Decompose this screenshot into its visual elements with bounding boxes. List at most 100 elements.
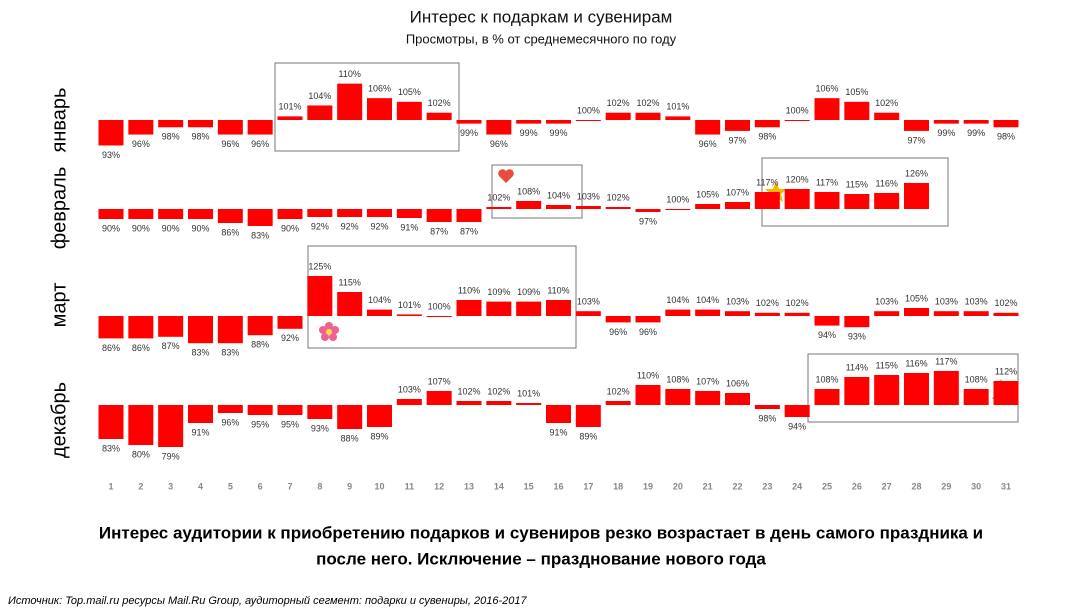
- value-label: 105%: [905, 293, 928, 303]
- bar: [217, 405, 243, 413]
- value-label: 99%: [460, 128, 478, 138]
- x-tick-label: 5: [228, 481, 233, 491]
- bar: [784, 405, 810, 417]
- bar: [844, 377, 870, 405]
- x-tick-label: 7: [287, 481, 292, 491]
- bar: [277, 209, 303, 219]
- value-label: 106%: [726, 378, 749, 388]
- value-label: 102%: [607, 192, 630, 202]
- value-label: 88%: [341, 433, 359, 443]
- value-label: 92%: [281, 333, 299, 343]
- value-label: 97%: [907, 135, 925, 145]
- value-label: 103%: [577, 191, 600, 201]
- bar: [217, 316, 243, 344]
- bar: [158, 209, 184, 219]
- value-label: 93%: [848, 332, 866, 342]
- value-label: 108%: [517, 186, 540, 196]
- bar: [993, 312, 1019, 316]
- conclusion-line: после него. Исключение – празднование но…: [316, 549, 766, 568]
- value-label: 114%: [846, 362, 868, 372]
- bar: [516, 403, 542, 405]
- x-tick-label: 10: [374, 481, 384, 491]
- row-label: декабрь: [48, 382, 70, 458]
- bar: [307, 105, 333, 120]
- value-label: 102%: [875, 98, 898, 108]
- value-label: 95%: [281, 419, 299, 429]
- bar: [695, 391, 721, 405]
- value-label: 102%: [607, 386, 630, 396]
- value-label: 107%: [696, 376, 719, 386]
- value-label: 98%: [758, 132, 776, 142]
- bar: [277, 116, 303, 120]
- bar: [456, 401, 482, 405]
- x-tick-label: 23: [762, 481, 772, 491]
- bar: [516, 120, 542, 124]
- value-label: 99%: [549, 128, 567, 138]
- value-label: 117%: [935, 356, 957, 366]
- value-label: 80%: [132, 449, 150, 459]
- x-tick-label: 18: [613, 481, 623, 491]
- x-tick-label: 27: [882, 481, 892, 491]
- bar: [904, 373, 929, 405]
- bar: [784, 312, 810, 316]
- flower-icon: [319, 322, 339, 341]
- value-label: 105%: [398, 87, 421, 97]
- x-tick-label: 3: [168, 481, 173, 491]
- bar: [784, 189, 810, 209]
- bar: [486, 301, 512, 316]
- bar: [754, 405, 780, 409]
- value-label: 100%: [577, 105, 600, 115]
- bar: [396, 399, 422, 405]
- x-tick-label: 9: [347, 481, 352, 491]
- value-label: 103%: [965, 297, 988, 307]
- bar: [575, 120, 601, 121]
- value-label: 92%: [311, 221, 329, 231]
- bar: [337, 405, 363, 429]
- value-label: 102%: [756, 298, 779, 308]
- value-label: 98%: [162, 132, 180, 142]
- bar: [814, 389, 840, 405]
- value-label: 107%: [726, 187, 749, 197]
- value-label: 101%: [517, 388, 540, 398]
- bar: [337, 83, 363, 120]
- value-label: 89%: [370, 431, 388, 441]
- bar: [277, 405, 303, 415]
- value-label: 87%: [162, 341, 180, 351]
- bar: [426, 391, 452, 405]
- value-label: 115%: [846, 179, 868, 189]
- bar: [933, 371, 959, 405]
- bar: [128, 120, 154, 135]
- bar: [725, 311, 750, 316]
- value-label: 96%: [490, 139, 508, 149]
- value-label: 112%: [995, 366, 1017, 376]
- value-label: 96%: [221, 139, 239, 149]
- bar: [516, 301, 542, 316]
- value-label: 90%: [162, 223, 180, 233]
- row-label: февраль: [48, 167, 70, 250]
- value-label: 107%: [428, 376, 451, 386]
- bar: [158, 316, 184, 337]
- value-label: 90%: [191, 223, 209, 233]
- value-label: 117%: [816, 177, 838, 187]
- bar: [725, 202, 750, 209]
- value-label: 99%: [937, 128, 955, 138]
- bar: [814, 192, 840, 209]
- bar: [307, 276, 333, 316]
- bar: [396, 209, 422, 218]
- value-label: 96%: [639, 327, 657, 337]
- bar: [575, 405, 601, 427]
- x-tick-label: 29: [941, 481, 951, 491]
- bar: [814, 316, 840, 326]
- bar: [635, 112, 661, 120]
- bar: [695, 120, 721, 135]
- x-tick-label: 15: [524, 481, 534, 491]
- value-label: 96%: [221, 417, 239, 427]
- bar: [784, 120, 810, 121]
- bar: [695, 309, 721, 316]
- bar: [307, 405, 333, 419]
- value-label: 102%: [607, 98, 630, 108]
- bar: [874, 193, 900, 209]
- value-label: 96%: [251, 139, 269, 149]
- value-label: 102%: [428, 98, 451, 108]
- value-label: 101%: [666, 102, 689, 112]
